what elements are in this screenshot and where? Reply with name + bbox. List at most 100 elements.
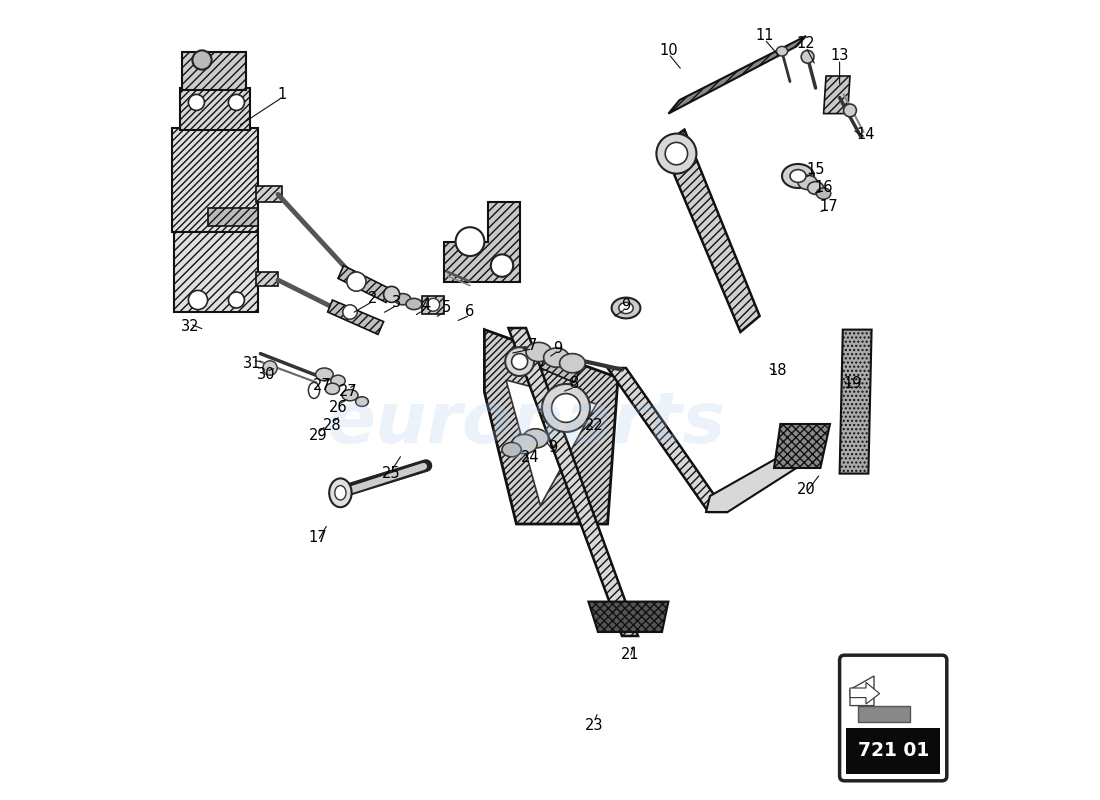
Text: 30: 30 <box>256 367 275 382</box>
Polygon shape <box>256 186 282 202</box>
Ellipse shape <box>619 302 634 314</box>
Polygon shape <box>256 272 278 286</box>
Ellipse shape <box>355 397 368 406</box>
Text: 17: 17 <box>309 530 328 545</box>
Circle shape <box>505 347 534 376</box>
Polygon shape <box>850 676 875 706</box>
Ellipse shape <box>512 434 537 454</box>
Polygon shape <box>540 356 581 382</box>
Text: 1: 1 <box>277 87 287 102</box>
Text: 4: 4 <box>421 298 430 313</box>
Ellipse shape <box>790 170 806 182</box>
Ellipse shape <box>502 442 521 457</box>
Text: 3: 3 <box>392 295 402 310</box>
Polygon shape <box>858 706 910 722</box>
FancyBboxPatch shape <box>839 655 947 781</box>
Circle shape <box>551 394 581 422</box>
Ellipse shape <box>612 298 640 318</box>
Bar <box>846 662 940 728</box>
Polygon shape <box>208 208 258 226</box>
Polygon shape <box>338 266 392 302</box>
Ellipse shape <box>798 175 817 190</box>
Text: 18: 18 <box>769 363 788 378</box>
Text: 11: 11 <box>755 29 773 43</box>
Ellipse shape <box>334 486 346 500</box>
Text: 19: 19 <box>843 377 861 391</box>
Text: 31: 31 <box>243 357 262 371</box>
Ellipse shape <box>526 342 551 362</box>
Circle shape <box>346 272 366 291</box>
Text: 24: 24 <box>520 450 539 465</box>
Text: 9: 9 <box>553 341 562 355</box>
Text: 6: 6 <box>465 305 474 319</box>
Ellipse shape <box>395 294 410 305</box>
Text: 13: 13 <box>830 49 849 63</box>
Text: 2: 2 <box>367 291 377 306</box>
Ellipse shape <box>331 375 345 386</box>
Polygon shape <box>669 36 806 114</box>
Ellipse shape <box>782 164 814 188</box>
Ellipse shape <box>560 354 585 373</box>
Text: 27: 27 <box>339 385 358 399</box>
Text: 15: 15 <box>806 162 825 177</box>
Text: 25: 25 <box>383 466 400 481</box>
Circle shape <box>455 227 484 256</box>
Circle shape <box>192 50 211 70</box>
Text: 26: 26 <box>329 401 348 415</box>
Polygon shape <box>484 330 618 524</box>
Circle shape <box>542 384 590 432</box>
Text: 9: 9 <box>621 298 630 313</box>
Text: 12: 12 <box>796 37 815 51</box>
Circle shape <box>188 94 205 110</box>
Text: 21: 21 <box>620 647 639 662</box>
Circle shape <box>666 142 688 165</box>
Ellipse shape <box>406 298 422 310</box>
Text: 32: 32 <box>180 319 199 334</box>
Polygon shape <box>182 52 246 90</box>
Circle shape <box>343 305 358 319</box>
Circle shape <box>229 292 244 308</box>
Polygon shape <box>588 602 669 632</box>
Circle shape <box>801 50 814 63</box>
Bar <box>846 728 940 774</box>
Circle shape <box>263 361 277 375</box>
Polygon shape <box>706 454 796 512</box>
Text: 23: 23 <box>585 718 603 733</box>
Ellipse shape <box>316 368 333 381</box>
Ellipse shape <box>342 390 358 401</box>
Polygon shape <box>180 88 250 130</box>
Text: europarts: europarts <box>327 390 726 458</box>
Ellipse shape <box>522 429 549 448</box>
Circle shape <box>229 94 244 110</box>
Ellipse shape <box>326 383 340 394</box>
Circle shape <box>657 134 696 174</box>
Polygon shape <box>508 328 638 636</box>
Polygon shape <box>174 232 258 312</box>
Text: 22: 22 <box>584 418 604 433</box>
Text: 28: 28 <box>323 418 342 433</box>
Text: 16: 16 <box>814 181 833 195</box>
Text: 14: 14 <box>857 127 876 142</box>
Polygon shape <box>444 202 519 282</box>
Polygon shape <box>173 128 258 232</box>
Polygon shape <box>422 296 444 314</box>
Circle shape <box>188 290 208 310</box>
Circle shape <box>427 298 440 311</box>
Text: 20: 20 <box>796 482 815 497</box>
Polygon shape <box>506 380 596 506</box>
Ellipse shape <box>816 188 831 199</box>
Text: 9: 9 <box>549 441 558 455</box>
Circle shape <box>384 286 399 302</box>
Ellipse shape <box>543 348 569 367</box>
Circle shape <box>844 104 857 117</box>
Polygon shape <box>824 76 850 114</box>
Text: 29: 29 <box>309 429 328 443</box>
Text: 5: 5 <box>441 301 451 315</box>
Text: 721 01: 721 01 <box>858 741 928 760</box>
Polygon shape <box>850 682 880 704</box>
Text: 27: 27 <box>312 378 331 393</box>
Text: 10: 10 <box>659 43 678 58</box>
Ellipse shape <box>777 46 788 56</box>
Polygon shape <box>774 424 830 468</box>
Ellipse shape <box>329 478 352 507</box>
